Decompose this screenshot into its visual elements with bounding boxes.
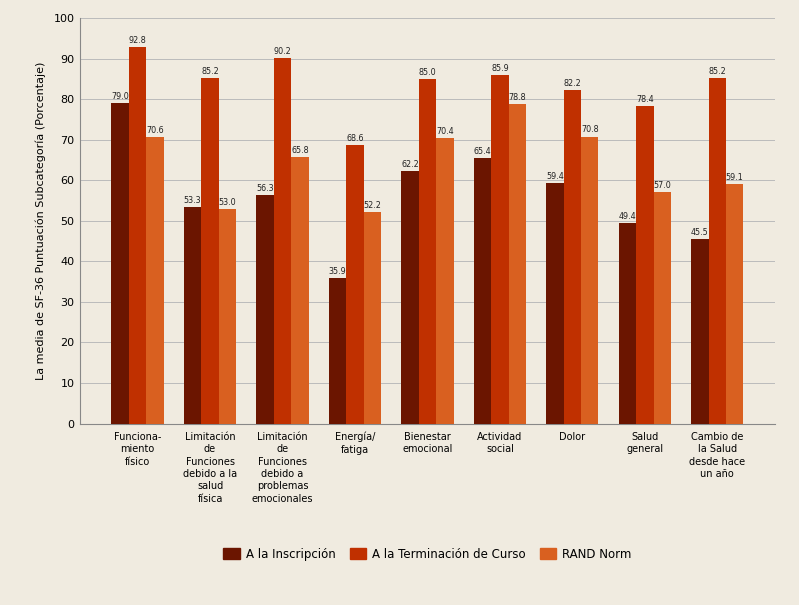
Text: 85.2: 85.2 [709,67,726,76]
Bar [329,278,346,423]
Text: 92.8: 92.8 [129,36,146,45]
Text: 82.2: 82.2 [563,79,582,88]
Text: 45.5: 45.5 [691,228,709,237]
Text: 53.0: 53.0 [219,198,237,207]
Bar [691,239,709,424]
Text: 65.8: 65.8 [291,146,308,155]
Text: 53.3: 53.3 [184,197,201,206]
Text: 78.8: 78.8 [508,93,526,102]
Bar [364,212,381,424]
Bar [618,223,636,424]
Bar [436,138,454,424]
Bar [491,75,509,423]
Text: 65.4: 65.4 [474,148,491,156]
Bar [274,58,291,424]
Text: 62.2: 62.2 [401,160,419,169]
Bar [654,192,671,424]
Bar [474,159,491,424]
Bar [564,90,581,423]
Text: 85.9: 85.9 [491,64,509,73]
Text: 85.0: 85.0 [419,68,436,77]
Bar [201,78,219,424]
Text: 68.6: 68.6 [346,134,364,143]
Text: 49.4: 49.4 [618,212,636,221]
Text: 52.2: 52.2 [364,201,381,210]
Bar [291,157,308,423]
Bar [726,184,743,424]
Bar [401,171,419,424]
Bar [547,183,564,424]
Bar [256,195,274,424]
Bar [509,104,526,424]
Y-axis label: La media de SF-36 Puntuación Subcategoría (Porcentaje): La media de SF-36 Puntuación Subcategorí… [36,62,46,380]
Bar [146,137,164,424]
Text: 90.2: 90.2 [273,47,292,56]
Bar [112,103,129,424]
Bar [219,209,237,424]
Text: 35.9: 35.9 [328,267,347,276]
Text: 85.2: 85.2 [201,67,219,76]
Text: 56.3: 56.3 [256,185,274,193]
Bar [346,145,364,423]
Bar [129,47,146,424]
Bar [184,208,201,424]
Bar [419,79,436,424]
Bar [636,106,654,423]
Text: 79.0: 79.0 [111,92,129,101]
Bar [709,78,726,424]
Text: 57.0: 57.0 [654,182,671,191]
Text: 59.1: 59.1 [725,173,744,182]
Text: 70.6: 70.6 [146,126,164,136]
Legend: A la Inscripción, A la Terminación de Curso, RAND Norm: A la Inscripción, A la Terminación de Cu… [219,543,636,565]
Text: 59.4: 59.4 [547,172,564,181]
Text: 78.4: 78.4 [636,94,654,103]
Bar [581,137,598,424]
Text: 70.4: 70.4 [436,127,454,136]
Text: 70.8: 70.8 [581,125,598,134]
